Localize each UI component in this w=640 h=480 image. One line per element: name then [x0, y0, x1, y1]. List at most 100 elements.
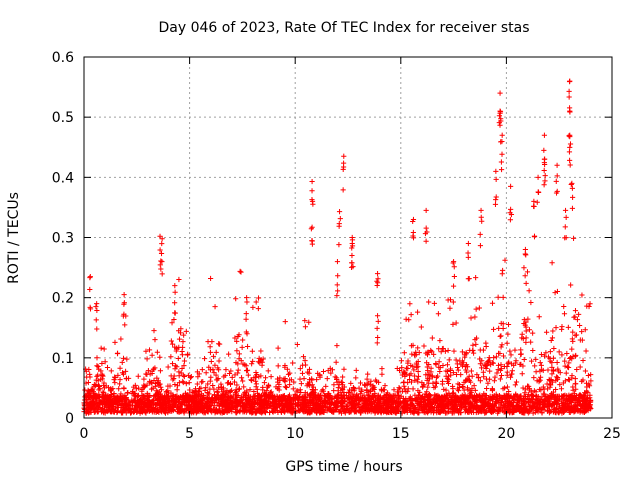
data-point [123, 404, 130, 410]
data-point [430, 396, 436, 403]
data-point [563, 370, 569, 376]
data-point [534, 393, 540, 400]
data-point [145, 401, 151, 408]
data-point [255, 305, 261, 312]
data-point [85, 409, 91, 415]
data-point [211, 370, 217, 376]
data-point [415, 373, 422, 379]
data-point [157, 247, 163, 253]
data-point [460, 384, 466, 390]
data-point [93, 317, 99, 323]
data-point [412, 377, 418, 384]
data-point [331, 395, 337, 401]
data-point [255, 392, 262, 399]
data-point [122, 322, 128, 328]
data-point [121, 385, 127, 391]
data-point [176, 379, 182, 386]
data-point [572, 308, 579, 314]
data-point [434, 395, 440, 401]
data-point [207, 378, 213, 384]
data-point [522, 251, 528, 257]
data-point [566, 133, 572, 139]
data-point [542, 399, 548, 405]
data-point [462, 399, 468, 405]
data-point [116, 386, 122, 392]
y-tick-label: 0 [65, 411, 74, 427]
data-point [260, 356, 266, 362]
data-point [274, 376, 281, 382]
data-point [539, 394, 545, 400]
data-point [411, 409, 417, 415]
data-point [327, 406, 333, 413]
data-point [493, 168, 499, 174]
data-point [368, 395, 375, 402]
data-point [94, 326, 100, 332]
data-point [440, 362, 446, 369]
data-point [257, 409, 263, 415]
data-point [428, 401, 434, 407]
data-point [541, 404, 548, 410]
data-point [287, 382, 293, 388]
data-point [102, 401, 109, 407]
data-point [368, 378, 374, 384]
data-point [580, 405, 586, 412]
data-point [224, 388, 230, 394]
data-point [179, 352, 186, 358]
data-point [566, 149, 573, 155]
data-point [242, 362, 248, 368]
data-point [450, 391, 456, 397]
data-point [82, 394, 88, 400]
data-point [337, 216, 343, 222]
data-point [152, 401, 159, 408]
data-point [474, 393, 480, 399]
data-point [231, 379, 238, 385]
data-point [499, 151, 505, 157]
data-point [527, 396, 533, 403]
data-point [583, 398, 589, 404]
data-point [282, 395, 288, 402]
data-point [238, 358, 244, 364]
data-point [250, 304, 256, 311]
data-point [507, 402, 513, 408]
data-point [476, 305, 482, 311]
data-point [521, 356, 527, 363]
data-point [435, 404, 441, 410]
data-point [290, 360, 296, 366]
data-point [470, 394, 476, 400]
data-point [496, 325, 502, 331]
data-point [565, 364, 572, 371]
data-point [257, 401, 264, 407]
data-point [152, 365, 158, 371]
data-point [233, 393, 239, 399]
data-point [521, 265, 527, 271]
data-point [569, 346, 575, 352]
data-point [493, 194, 499, 200]
data-point [249, 377, 255, 384]
data-point [557, 381, 563, 388]
data-point [255, 295, 262, 301]
data-point [119, 370, 126, 376]
data-point [499, 396, 505, 402]
data-point [190, 409, 196, 415]
data-point [328, 370, 334, 376]
data-point [364, 387, 370, 393]
data-point [556, 349, 562, 355]
data-point [259, 359, 265, 365]
data-point [478, 207, 484, 214]
data-point [582, 401, 588, 407]
data-point [185, 351, 191, 357]
data-point [247, 406, 254, 412]
grid-lines [84, 57, 612, 418]
data-point [178, 370, 184, 376]
data-point [168, 338, 174, 344]
data-point [489, 300, 496, 306]
data-point [448, 401, 454, 407]
data-point [216, 358, 222, 364]
data-point [176, 369, 182, 375]
data-point [450, 299, 456, 305]
data-point [422, 391, 428, 397]
data-point [433, 360, 439, 367]
data-point [486, 355, 492, 361]
data-point [108, 387, 114, 393]
data-point [450, 283, 457, 289]
